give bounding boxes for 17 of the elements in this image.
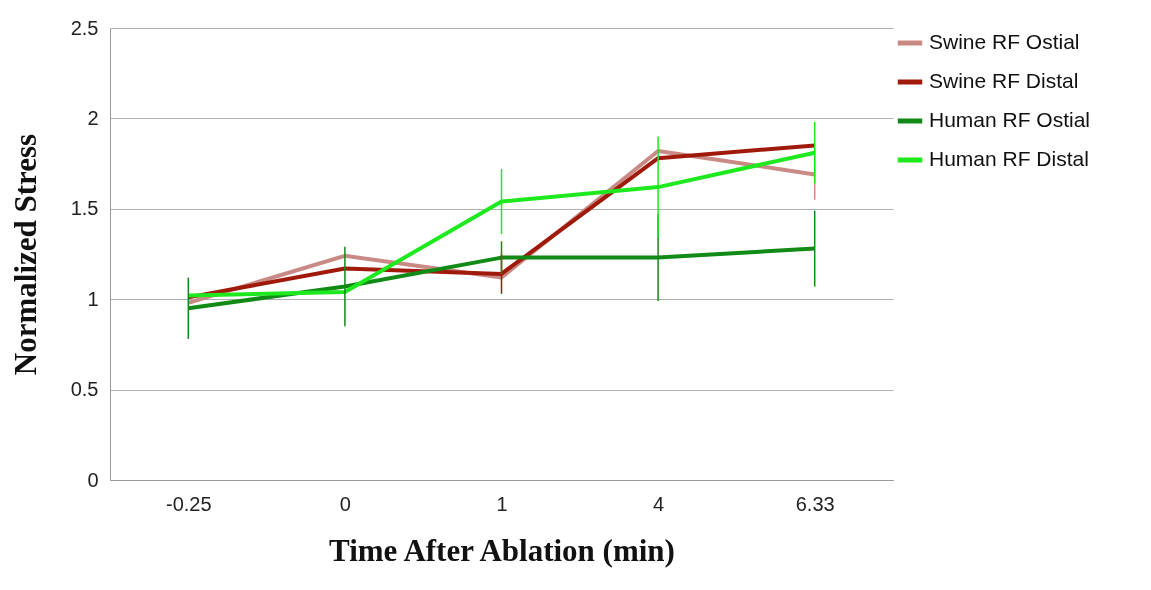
x-tick-label: 0	[339, 492, 351, 515]
x-tick-label: 4	[653, 492, 665, 515]
legend-label: Human RF Ostial	[929, 108, 1091, 131]
legend-label: Swine RF Ostial	[929, 30, 1080, 53]
x-tick-label: 1	[496, 492, 508, 515]
x-tick-label: -0.25	[166, 492, 212, 515]
y-tick-label: 1.5	[70, 197, 99, 220]
y-tick-label: 1	[87, 287, 99, 310]
y-tick-label: 0	[87, 468, 99, 491]
y-tick-label: 0.5	[70, 378, 99, 401]
y-tick-label: 2.5	[70, 16, 99, 39]
x-axis-title: Time After Ablation (min)	[329, 532, 675, 568]
y-axis-title: Normalized Stress	[7, 133, 43, 376]
x-tick-label: 6.33	[795, 492, 835, 515]
legend-label: Human RF Distal	[929, 147, 1089, 170]
y-tick-label: 2	[87, 106, 99, 129]
legend-label: Swine RF Distal	[929, 69, 1079, 92]
